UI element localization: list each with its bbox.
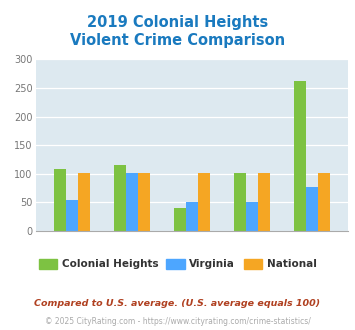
Bar xyxy=(258,173,270,231)
Bar xyxy=(174,208,186,231)
Bar xyxy=(198,173,210,231)
Text: © 2025 CityRating.com - https://www.cityrating.com/crime-statistics/: © 2025 CityRating.com - https://www.city… xyxy=(45,317,310,326)
Bar xyxy=(318,173,330,231)
Bar xyxy=(138,173,150,231)
Bar xyxy=(186,202,198,231)
Text: Compared to U.S. average. (U.S. average equals 100): Compared to U.S. average. (U.S. average … xyxy=(34,299,321,308)
Bar xyxy=(306,187,318,231)
Bar xyxy=(114,165,126,231)
Bar xyxy=(66,200,77,231)
Bar xyxy=(246,202,258,231)
Text: 2019 Colonial Heights: 2019 Colonial Heights xyxy=(87,15,268,30)
Bar xyxy=(234,173,246,231)
Bar xyxy=(77,173,89,231)
Legend: Colonial Heights, Virginia, National: Colonial Heights, Virginia, National xyxy=(34,255,321,274)
Bar xyxy=(294,81,306,231)
Bar xyxy=(54,169,66,231)
Text: Violent Crime Comparison: Violent Crime Comparison xyxy=(70,33,285,48)
Bar xyxy=(126,173,138,231)
